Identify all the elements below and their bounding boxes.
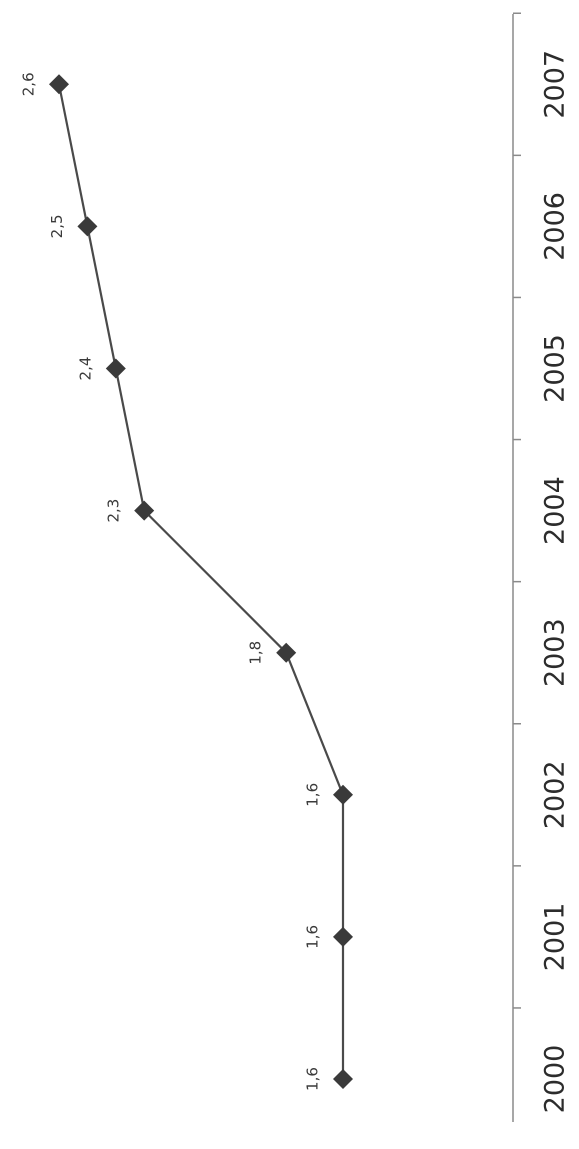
x-tick-label: 2000 (540, 1045, 571, 1114)
x-tick-label: 2004 (540, 476, 571, 545)
data-label: 1,8 (247, 641, 265, 665)
marker-layer (49, 74, 353, 1089)
data-label-layer: 1,6 1,6 1,6 1,8 2,3 2,4 2,5 2,6 (20, 72, 322, 1091)
x-tick-label: 2006 (540, 192, 571, 261)
data-point-marker (333, 784, 353, 805)
data-label: 2,5 (48, 214, 66, 238)
x-tick-label: 2007 (540, 50, 571, 119)
x-tick-label: 2002 (540, 760, 571, 829)
data-point-marker (333, 1069, 353, 1089)
data-label: 1,6 (304, 925, 322, 949)
x-tick-label: 2001 (540, 903, 571, 972)
data-point-marker (49, 74, 69, 95)
data-point-marker (105, 358, 126, 379)
data-label: 1,6 (304, 783, 322, 807)
data-point-marker (77, 216, 98, 237)
data-label: 1,6 (304, 1067, 322, 1091)
data-label: 2,6 (20, 72, 38, 96)
x-tick-label: 2003 (540, 618, 571, 687)
data-label: 2,3 (105, 499, 123, 523)
data-point-marker (276, 642, 297, 663)
data-label: 2,4 (76, 357, 94, 381)
series-line-layer (57, 83, 345, 1081)
category-axis: 2000 2001 2002 2003 2004 2005 2006 2007 (512, 12, 571, 1122)
data-point-marker (333, 926, 353, 947)
series-line (57, 83, 345, 1081)
data-point-marker (134, 500, 155, 521)
x-tick-label: 2005 (540, 334, 571, 403)
